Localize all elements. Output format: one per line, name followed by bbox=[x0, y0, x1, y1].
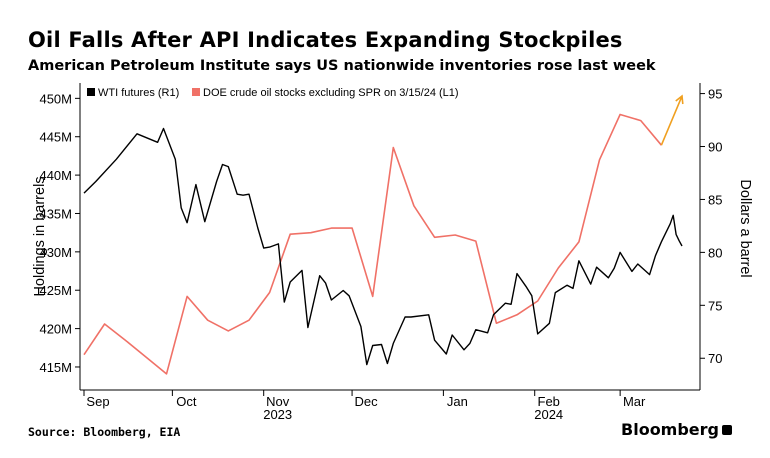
bloomberg-logo: Bloomberg bbox=[621, 420, 732, 439]
left-tick-label: 450M bbox=[39, 91, 72, 106]
wti-futures-line bbox=[83, 127, 683, 366]
right-tick-label: 70 bbox=[708, 351, 722, 366]
legend-label: DOE crude oil stocks excluding SPR on 3/… bbox=[203, 87, 459, 99]
bloomberg-mark-icon bbox=[722, 424, 732, 435]
left-axis-title: Holdings in barrels bbox=[32, 176, 48, 296]
legend-swatch bbox=[192, 88, 200, 96]
legend-swatch bbox=[87, 88, 95, 96]
right-tick-label: 85 bbox=[708, 192, 722, 207]
legend-label: WTI futures (R1) bbox=[98, 87, 179, 99]
x-tick-label: Jan bbox=[447, 394, 468, 409]
left-tick-label: 425M bbox=[39, 283, 72, 298]
annotation-arrow-head bbox=[675, 94, 684, 105]
x-year-label: 2024 bbox=[534, 407, 563, 422]
x-tick-label: Dec bbox=[355, 394, 379, 409]
chart-title: Oil Falls After API Indicates Expanding … bbox=[28, 28, 623, 52]
source-note: Source: Bloomberg, EIA bbox=[28, 425, 181, 439]
right-tick-label: 80 bbox=[708, 245, 722, 260]
right-tick-label: 95 bbox=[708, 87, 722, 102]
x-year-label: 2023 bbox=[263, 407, 292, 422]
left-tick-label: 440M bbox=[39, 168, 72, 183]
left-tick-label: 415M bbox=[39, 360, 72, 375]
right-axis-title: Dollars a barrel bbox=[737, 179, 753, 277]
chart-subtitle: American Petroleum Institute says US nat… bbox=[28, 58, 656, 74]
right-tick-label: 75 bbox=[708, 298, 722, 313]
brand-name: Bloomberg bbox=[621, 420, 719, 439]
left-tick-label: 420M bbox=[39, 322, 72, 337]
x-tick-label: Nov bbox=[266, 394, 290, 409]
doe-stocks-line bbox=[83, 113, 663, 375]
x-tick-label: Oct bbox=[176, 394, 197, 409]
x-tick-label: Mar bbox=[623, 394, 646, 409]
annotation-arrow-shaft bbox=[660, 95, 683, 146]
x-tick-label: Feb bbox=[538, 394, 560, 409]
right-tick-label: 90 bbox=[708, 140, 722, 155]
x-tick-label: Sep bbox=[86, 394, 109, 409]
left-tick-label: 445M bbox=[39, 130, 72, 145]
left-tick-label: 430M bbox=[39, 245, 72, 260]
left-tick-label: 435M bbox=[39, 206, 72, 221]
